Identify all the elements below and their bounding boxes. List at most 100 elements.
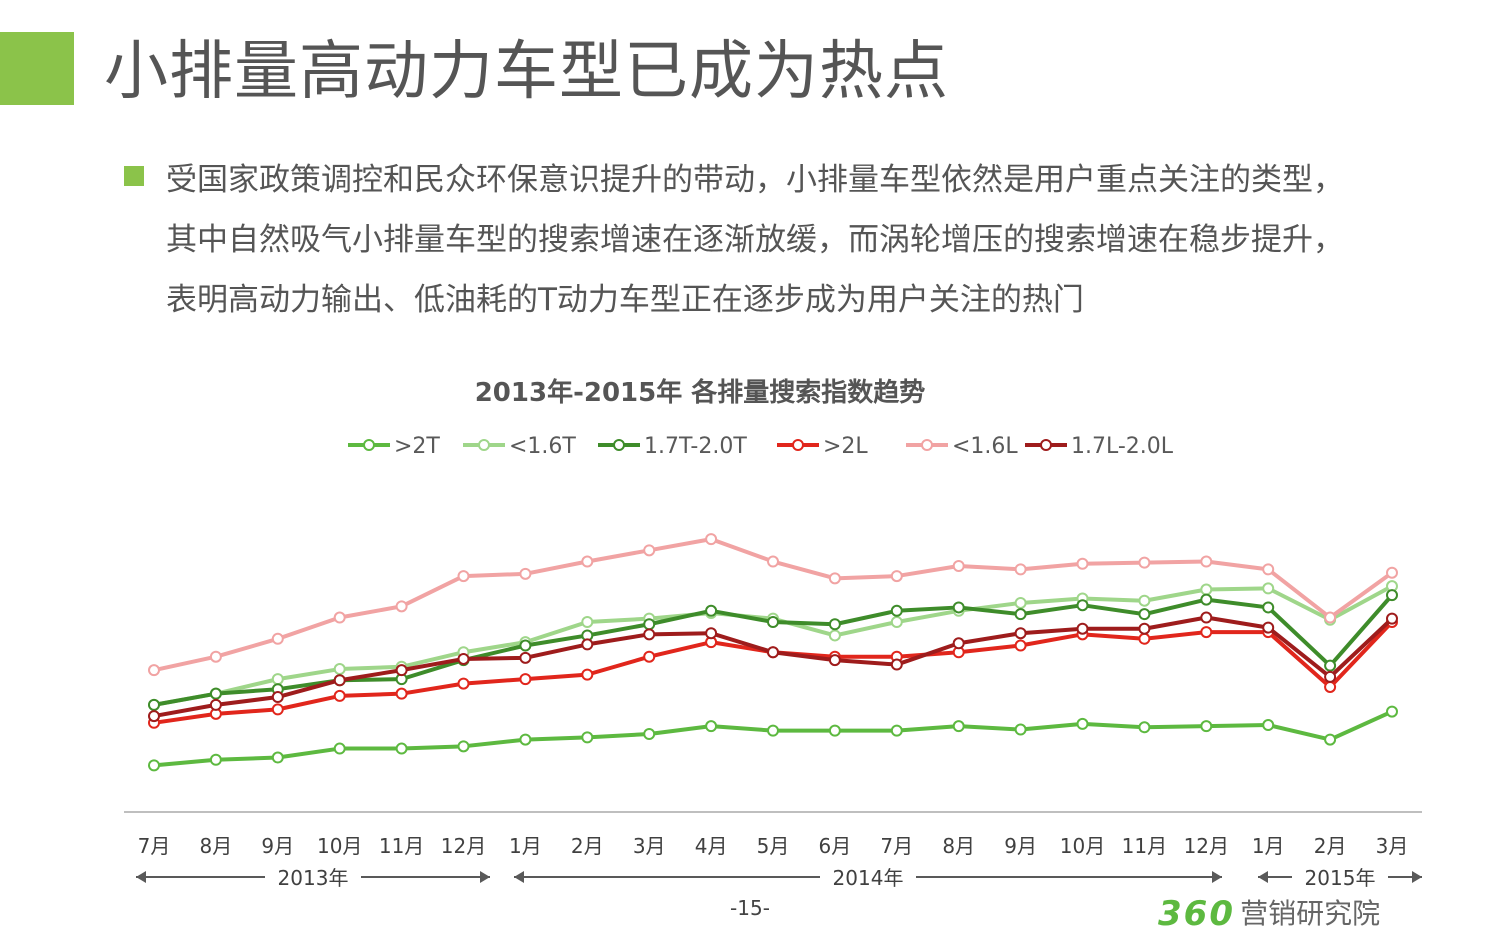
data-point [209,650,222,663]
data-point [519,651,532,664]
data-point [1138,608,1151,621]
data-point [1076,557,1089,570]
data-point [1324,659,1337,672]
data-point [1262,563,1275,576]
year-arrow-head [480,871,490,883]
data-point [1386,705,1398,718]
data-point [209,753,222,766]
logo-text: 营销研究院 [1240,897,1381,930]
data-point [705,627,718,640]
data-point [457,740,470,753]
data-point [1262,601,1275,614]
data-point [333,742,346,755]
data-point [209,687,222,700]
x-tick-label: 7月 [138,834,171,858]
x-tick-label: 6月 [819,834,852,858]
legend-swatch-marker [792,439,804,451]
data-point [333,663,346,676]
data-point [1014,563,1027,576]
page-number: -15- [730,896,770,920]
data-point [1324,670,1337,683]
data-point [1014,596,1027,609]
data-point [1200,611,1213,624]
data-point [952,601,965,614]
data-point [1262,719,1275,732]
data-point [1386,589,1398,602]
data-point [1138,594,1151,607]
data-point [1386,566,1398,579]
data-point [1014,639,1027,652]
legend-swatch-marker [1040,439,1052,451]
year-label: 2013年 [278,866,349,890]
data-point [1138,721,1151,734]
data-point [457,652,470,665]
body-line-2: 其中自然吸气小排量车型的搜索增速在逐渐放缓，而涡轮增压的搜索增速在稳步提升， [166,222,1344,258]
x-tick-label: 8月 [200,834,233,858]
legend-swatch-marker [363,439,375,451]
data-point [828,618,841,631]
x-tick-label: 11月 [379,834,424,858]
x-tick-label: 10月 [1060,834,1105,858]
data-point [828,724,841,737]
data-point [457,570,470,583]
x-tick-label: 7月 [880,834,913,858]
data-point [271,751,284,764]
logo-number: 360 [1158,894,1235,934]
data-point [209,698,222,711]
data-point [581,616,594,628]
data-point [1324,611,1337,624]
data-point [395,687,408,700]
data-point [890,604,903,617]
year-arrow-head [1258,871,1268,883]
data-point [333,689,346,702]
data-point [148,664,160,677]
data-point [1262,582,1275,595]
year-arrow-head [514,871,524,883]
x-tick-label: 9月 [261,834,294,858]
x-tick-label: 10月 [317,834,362,858]
data-point [890,658,903,671]
legend-swatch-marker [478,439,490,451]
x-tick-label: 4月 [695,834,728,858]
data-point [1200,593,1213,606]
legend-label: <1.6T [509,434,576,459]
year-arrow-head [1212,871,1222,883]
data-point [581,668,594,681]
data-point [395,742,408,755]
chart-title: 2013年-2015年 各排量搜索指数趋势 [474,378,926,408]
bullet-square [124,166,144,186]
year-label: 2015年 [1305,866,1376,890]
legend-label: >2T [394,434,440,459]
data-point [1014,608,1027,621]
legend-label: >2L [823,434,868,459]
data-point [581,731,594,744]
data-point [395,664,408,677]
data-point [643,618,656,631]
data-point [148,698,160,711]
x-tick-label: 1月 [509,834,542,858]
data-point [271,703,284,716]
data-point [705,604,718,617]
data-point [828,629,841,642]
data-point [519,567,532,580]
data-point [767,646,779,659]
x-tick-label: 3月 [1376,834,1409,858]
data-point [1076,599,1089,612]
data-point [271,691,284,704]
x-tick-label: 12月 [1184,834,1229,858]
legend-swatch-marker [613,439,625,451]
data-point [1386,612,1398,625]
data-point [395,600,408,613]
data-point [705,533,718,546]
data-point [457,677,470,690]
data-point [1200,720,1213,733]
body-line-3: 表明高动力输出、低油耗的T动力车型正在逐步成为用户关注的热门 [166,282,1084,318]
page-title: 小排量高动力车型已成为热点 [104,35,949,109]
x-tick-label: 8月 [942,834,975,858]
data-point [767,616,779,628]
data-point [705,720,718,733]
data-point [1324,680,1337,693]
x-tick-label: 11月 [1122,834,1167,858]
x-tick-label: 5月 [757,834,790,858]
